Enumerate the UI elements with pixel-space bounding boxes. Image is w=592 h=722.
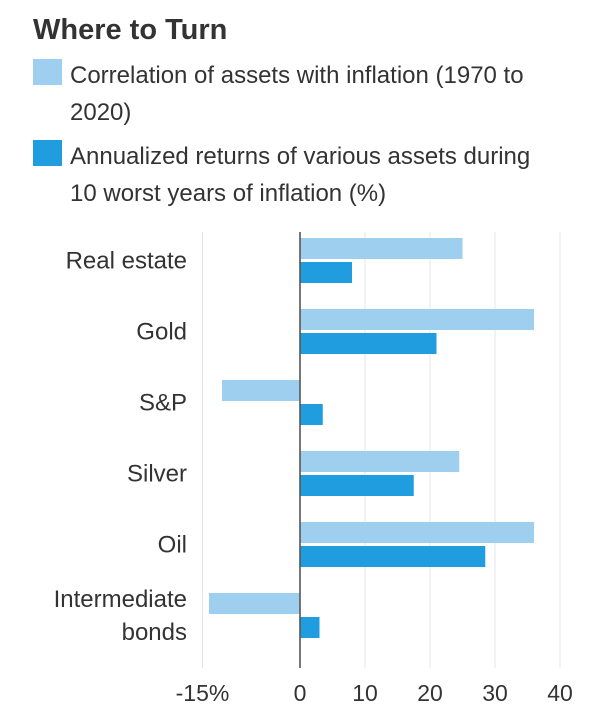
bar-returns-3 [300,475,414,496]
tick-label-4: 30 [482,680,508,706]
bar-returns-0 [300,262,352,283]
legend-swatch-correlation [33,59,62,85]
bar-returns-1 [300,333,437,354]
category-label-0: Real estate [66,248,187,275]
legend-swatch-returns [33,140,62,166]
bar-correlation-1 [300,309,534,330]
bar-returns-4 [300,546,486,567]
tick-label-0: -15% [176,680,230,706]
category-label-2: S&P [139,390,187,417]
legend-item-returns: Annualized returns of various assets dur… [33,138,540,212]
tick-label-5: 40 [547,680,573,706]
bar-returns-5 [300,617,320,638]
legend-label-returns: Annualized returns of various assets dur… [70,143,531,207]
tick-label-2: 10 [352,680,378,706]
category-label-3: Silver [127,461,187,488]
bar-correlation-2 [222,380,300,401]
tick-label-1: 0 [294,680,307,706]
category-label-5-line0: Intermediate [54,586,187,613]
category-label-5-line1: bonds [122,619,187,646]
category-label-1: Gold [136,319,187,346]
tick-label-3: 20 [417,680,443,706]
bar-correlation-0 [300,238,463,259]
chart-title: Where to Turn [33,14,228,46]
bar-correlation-3 [300,451,460,472]
bar-correlation-5 [209,593,300,614]
legend-item-correlation: Correlation of assets with inflation (19… [33,57,540,131]
bar-returns-2 [300,404,323,425]
category-label-4: Oil [158,532,187,559]
legend-label-correlation: Correlation of assets with inflation (19… [70,62,524,126]
bar-correlation-4 [300,522,534,543]
